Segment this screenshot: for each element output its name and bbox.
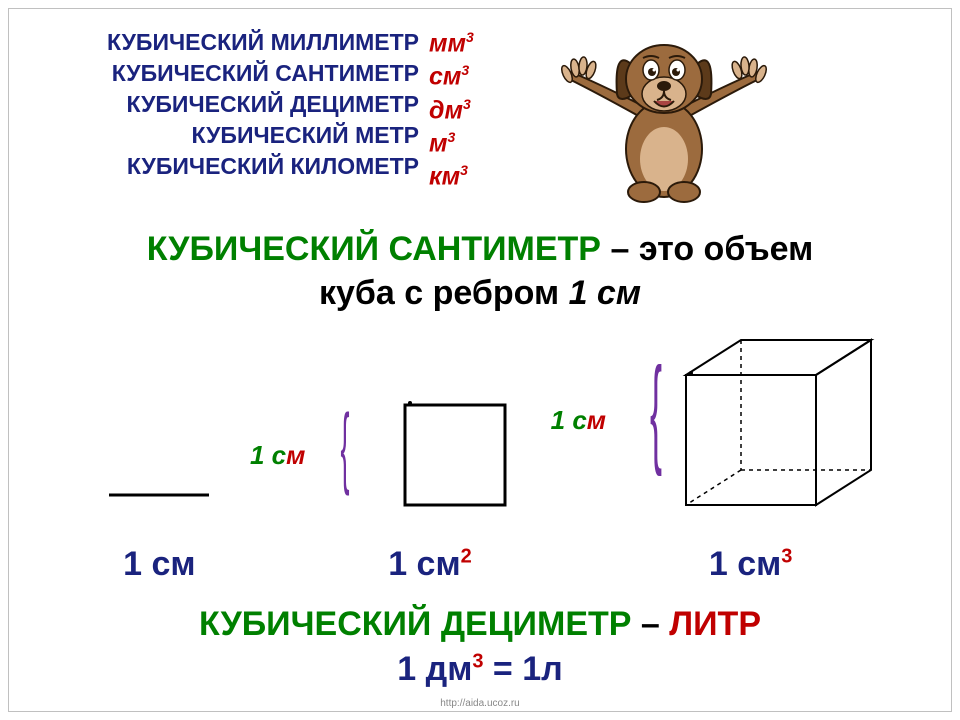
definition-dash: – [601,230,639,268]
unit-abbrev: км3 [429,162,468,191]
figure-label: 1 см3 [601,545,901,584]
abbrev-exp: 3 [461,62,469,78]
bottom-eq-right: = 1л [493,650,563,688]
definition-term: КУБИЧЕСКИЙ САНТИМЕТР [147,230,601,268]
figure-square: 1 см { [300,395,560,515]
unit-row: КУБИЧЕСКИЙ САНТИМЕТР [39,60,419,87]
dim-one: 1 с [250,440,286,470]
footer-url: http://aida.ucoz.ru [440,698,520,709]
unit-name: КУБИЧЕСКИЙ САНТИМЕТР [112,60,419,87]
abbrev-base: км [429,163,460,191]
figure-label: 1 см2 [300,545,560,584]
dim-one: 1 с [551,405,587,435]
brace-icon: { [650,380,662,440]
square-icon [395,395,515,515]
dimension-label: 1 см [551,405,606,436]
label-exp: 2 [461,546,472,568]
abbrev-exp: 3 [466,29,474,45]
bottom-dash: – [631,605,669,643]
abbrev-base: мм [429,29,466,57]
dimension-label: 1 см [250,440,305,471]
brace-icon: { [341,425,350,470]
definition-rest1: это объем [639,230,813,268]
eq-base: 1 дм [397,650,472,688]
dog-mascot-icon [549,24,779,209]
dim-unit: м [286,440,305,470]
abbrev-exp: 3 [460,162,468,178]
figure-cube: 1 см { [601,335,901,515]
unit-abbrev: см3 [429,62,469,91]
definition-rest2: куба с ребром [319,274,569,312]
abbrev-exp: 3 [448,129,456,145]
figure-labels-row: 1 см 1 см2 1 см3 [39,545,921,584]
unit-abbrev: м3 [429,129,455,158]
figure-line [59,475,259,515]
unit-row: КУБИЧЕСКИЙ МИЛЛИМЕТР [39,29,419,56]
dim-unit: м [587,405,606,435]
unit-abbrev: дм3 [429,96,471,125]
top-section: КУБИЧЕСКИЙ МИЛЛИМЕТР КУБИЧЕСКИЙ САНТИМЕТ… [39,29,921,209]
label-base: 1 см [709,545,781,583]
bottom-liter: ЛИТР [669,605,761,643]
unit-name: КУБИЧЕСКИЙ КИЛОМЕТР [127,153,419,180]
label-base: 1 см [388,545,460,583]
definition-text: КУБИЧЕСКИЙ САНТИМЕТР – это объем куба с … [39,227,921,315]
unit-list: КУБИЧЕСКИЙ МИЛЛИМЕТР КУБИЧЕСКИЙ САНТИМЕТ… [39,29,419,184]
abbrev-base: см [429,63,461,91]
definition-edge: 1 см [569,274,641,312]
cube-icon [671,335,881,515]
abbrev-exp: 3 [463,96,471,112]
label-base: 1 см [123,545,195,583]
unit-name: КУБИЧЕСКИЙ ДЕЦИМЕТР [126,91,419,118]
unit-name: КУБИЧЕСКИЙ МИЛЛИМЕТР [107,29,419,56]
abbrev-base: дм [429,96,463,124]
bottom-section: КУБИЧЕСКИЙ ДЕЦИМЕТР – ЛИТР 1 дм3 = 1л [39,602,921,690]
unit-name: КУБИЧЕСКИЙ МЕТР [192,122,419,149]
unit-abbrev: мм3 [429,29,474,58]
bottom-term: КУБИЧЕСКИЙ ДЕЦИМЕТР [199,605,631,643]
line-segment-icon [99,475,219,515]
figures-row: 1 см { 1 см { [39,335,921,515]
unit-row: КУБИЧЕСКИЙ МЕТР [39,122,419,149]
eq-exp: 3 [472,650,483,672]
unit-row: КУБИЧЕСКИЙ КИЛОМЕТР [39,153,419,180]
bottom-eq-left: 1 дм3 [397,650,493,688]
abbrev-base: м [429,129,448,157]
figure-label: 1 см [59,545,259,584]
label-exp: 3 [781,546,792,568]
unit-row: КУБИЧЕСКИЙ ДЕЦИМЕТР [39,91,419,118]
unit-abbrev-list: мм3 см3 дм3 м3 км3 [419,29,509,196]
